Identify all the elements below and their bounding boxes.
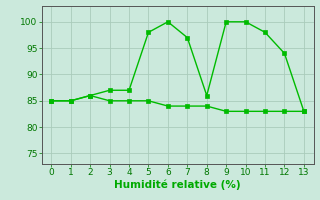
X-axis label: Humidité relative (%): Humidité relative (%): [114, 180, 241, 190]
